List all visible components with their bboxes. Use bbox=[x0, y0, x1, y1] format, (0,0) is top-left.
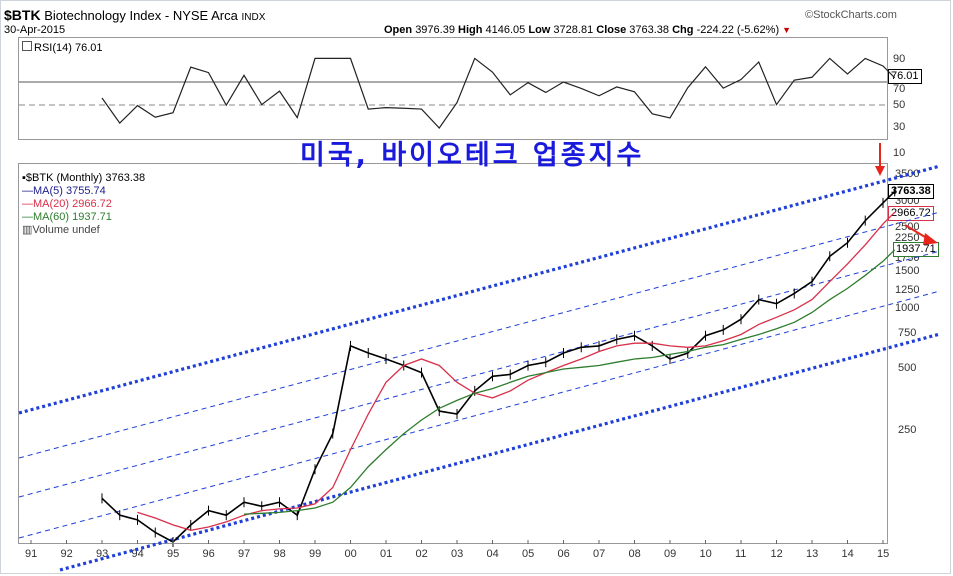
source-watermark: ©StockCharts.com bbox=[805, 9, 897, 21]
rsi-label: RSI(14) 76.01 bbox=[34, 42, 103, 54]
price-panel bbox=[18, 163, 888, 544]
close-price-tag: 3763.38 bbox=[888, 184, 934, 199]
legend-ma60: —MA(60) 1937.71 bbox=[22, 211, 145, 224]
x-tick-label: 99 bbox=[309, 548, 322, 560]
x-tick-label: 95 bbox=[167, 548, 180, 560]
x-tick-label: 08 bbox=[628, 548, 641, 560]
channel-inner-2 bbox=[18, 250, 941, 498]
red-arrow-right-head-icon bbox=[923, 233, 938, 245]
high-value: 4146.05 bbox=[485, 24, 526, 36]
legend-main: ▪$BTK (Monthly) 3763.38 bbox=[22, 172, 145, 185]
x-tick-label: 10 bbox=[699, 548, 712, 560]
legend-ma20-label: MA(20) 2966.72 bbox=[33, 198, 112, 210]
x-tick-label: 15 bbox=[877, 548, 890, 560]
rsi-value-tag: 76.01 bbox=[888, 69, 922, 84]
legend-ma20: —MA(20) 2966.72 bbox=[22, 198, 145, 211]
x-tick-label: 98 bbox=[273, 548, 286, 560]
date-label: 30-Apr-2015 bbox=[4, 24, 66, 36]
red-arrow-down-head-icon bbox=[875, 166, 885, 176]
close-label: Close bbox=[596, 24, 627, 36]
chg-down-icon: ▼ bbox=[782, 25, 792, 35]
open-value: 3976.39 bbox=[415, 24, 455, 36]
x-tick-label: 01 bbox=[380, 548, 393, 560]
x-tick-label: 13 bbox=[806, 548, 819, 560]
price-line bbox=[101, 190, 896, 543]
chg-label: Chg bbox=[672, 24, 694, 36]
x-tick-label: 14 bbox=[841, 548, 854, 560]
candle-icon: ▪ bbox=[22, 172, 26, 184]
x-tick-label: 96 bbox=[202, 548, 215, 560]
exchange-label: INDX bbox=[241, 12, 266, 23]
x-tick-label: 00 bbox=[344, 548, 357, 560]
x-tick-label: 91 bbox=[25, 548, 38, 560]
chart-title: $BTK Biotechnology Index - NYSE Arca IND… bbox=[4, 7, 265, 23]
rsi-tick-10: 10 bbox=[893, 147, 906, 159]
x-tick-label: 04 bbox=[486, 548, 499, 560]
x-tick-label: 07 bbox=[593, 548, 606, 560]
x-tick-label: 05 bbox=[522, 548, 535, 560]
x-tick-label: 94 bbox=[131, 548, 144, 560]
ma60-price-tag: 1937.71 bbox=[893, 242, 939, 257]
volume-bars-icon: ▥ bbox=[22, 224, 33, 236]
rsi-line bbox=[101, 57, 896, 129]
channel-inner-3 bbox=[18, 290, 941, 539]
x-tick-label: 02 bbox=[415, 548, 428, 560]
channel-lower bbox=[59, 332, 941, 572]
index-name: Biotechnology Index - NYSE Arca bbox=[44, 8, 238, 23]
ma60-line bbox=[243, 249, 896, 515]
y-tick-750: 750 bbox=[898, 327, 917, 339]
ohlc-summary: Open 3976.39 High 4146.05 Low 3728.81 Cl… bbox=[384, 24, 791, 36]
y-tick-500: 500 bbox=[898, 362, 917, 374]
korean-annotation: 미국, 바이오테크 업종지수 bbox=[300, 140, 645, 171]
rsi-legend: RSI(14) 76.01 bbox=[22, 41, 102, 55]
x-tick-label: 03 bbox=[451, 548, 464, 560]
legend-main-label: $BTK (Monthly) 3763.38 bbox=[25, 172, 146, 184]
channel-inner-1 bbox=[18, 211, 941, 459]
x-tick-label: 12 bbox=[770, 548, 783, 560]
y-tick-2250: 2250 bbox=[895, 232, 920, 244]
legend-ma5: —MA(5) 3755.74 bbox=[22, 185, 145, 198]
rsi-tick-50: 50 bbox=[893, 99, 906, 111]
x-tick-label: 09 bbox=[664, 548, 677, 560]
legend-ma60-label: MA(60) 1937.71 bbox=[33, 211, 112, 223]
close-value: 3763.38 bbox=[629, 24, 670, 36]
y-tick-1500: 1500 bbox=[895, 265, 920, 277]
open-label: Open bbox=[384, 24, 413, 36]
rsi-icon bbox=[22, 41, 32, 51]
rsi-tick-90: 90 bbox=[893, 53, 906, 65]
y-tick-1250: 1250 bbox=[895, 284, 920, 296]
ma5-line-icon: — bbox=[22, 185, 33, 197]
legend-volume-label: Volume undef bbox=[32, 224, 100, 236]
channel-upper bbox=[18, 164, 941, 415]
low-value: 3728.81 bbox=[553, 24, 594, 36]
price-legend: ▪$BTK (Monthly) 3763.38 —MA(5) 3755.74 —… bbox=[22, 172, 145, 237]
x-tick-label: 92 bbox=[60, 548, 73, 560]
legend-ma5-label: MA(5) 3755.74 bbox=[33, 185, 106, 197]
rsi-tick-70: 70 bbox=[893, 83, 906, 95]
symbol-label: $BTK bbox=[4, 7, 41, 23]
x-tick-label: 93 bbox=[96, 548, 109, 560]
y-tick-1000: 1000 bbox=[895, 302, 920, 314]
x-tick-label: 97 bbox=[238, 548, 251, 560]
y-tick-250: 250 bbox=[898, 424, 917, 436]
high-label: High bbox=[458, 24, 483, 36]
x-tick-label: 06 bbox=[557, 548, 570, 560]
ma20-price-tag: 2966.72 bbox=[888, 206, 934, 221]
rsi-panel bbox=[18, 37, 888, 140]
low-label: Low bbox=[528, 24, 551, 36]
legend-volume: ▥Volume undef bbox=[22, 224, 145, 237]
chg-value: -224.22 (-5.62%) bbox=[696, 24, 780, 36]
rsi-tick-30: 30 bbox=[893, 121, 906, 133]
ma20-line bbox=[137, 211, 896, 531]
x-tick-label: 11 bbox=[735, 548, 747, 560]
ma60-line-icon: — bbox=[22, 211, 33, 223]
ma20-line-icon: — bbox=[22, 198, 33, 210]
